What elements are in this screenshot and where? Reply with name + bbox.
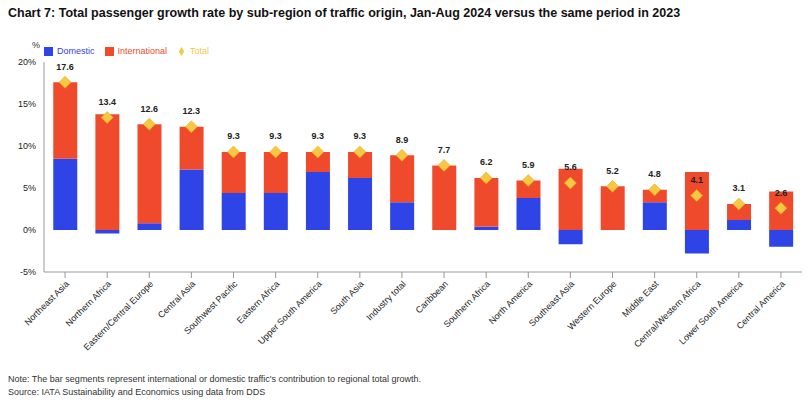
svg-text:5.6: 5.6: [564, 162, 577, 172]
svg-text:9.3: 9.3: [269, 131, 282, 141]
svg-text:9.3: 9.3: [354, 131, 367, 141]
svg-text:Central Asia: Central Asia: [156, 279, 197, 320]
svg-text:Northeast Asia: Northeast Asia: [22, 278, 71, 328]
html-text:Note: The bar segments represe: Note: The bar segments represent interna…: [8, 374, 422, 384]
svg-text:Southern Africa: Southern Africa: [442, 279, 493, 330]
svg-text:Industry total: Industry total: [364, 279, 408, 323]
html-text:Total: Total: [190, 46, 210, 56]
svg-text:13.4: 13.4: [98, 97, 116, 107]
svg-text:9.3: 9.3: [311, 131, 324, 141]
svg-text:Eastern Africa: Eastern Africa: [235, 279, 282, 326]
svg-text:5.2: 5.2: [606, 166, 619, 176]
html-text:International: International: [117, 46, 168, 56]
svg-text:Central/Western Africa: Central/Western Africa: [632, 279, 703, 350]
svg-text:6.2: 6.2: [480, 157, 493, 167]
svg-text:South Asia: South Asia: [328, 279, 365, 316]
svg-text:12.6: 12.6: [141, 104, 159, 114]
svg-text:Caribbean: Caribbean: [414, 279, 450, 315]
svg-text:4.8: 4.8: [648, 169, 661, 179]
svg-text:Southeast Asia: Southeast Asia: [526, 278, 577, 329]
svg-text:2.6: 2.6: [775, 188, 788, 198]
svg-text:Middle East: Middle East: [620, 279, 661, 320]
svg-text:10%: 10%: [18, 141, 36, 151]
svg-text:3.1: 3.1: [733, 183, 746, 193]
svg-text:Central America: Central America: [735, 279, 787, 331]
svg-text:4.1: 4.1: [690, 175, 703, 185]
svg-text:7.7: 7.7: [438, 145, 451, 155]
svg-text:17.6: 17.6: [56, 62, 74, 72]
html-text:Domestic: Domestic: [57, 46, 95, 56]
svg-text:5%: 5%: [23, 183, 36, 193]
svg-text:12.3: 12.3: [183, 106, 201, 116]
svg-text:15%: 15%: [18, 99, 36, 109]
svg-text:Northern Africa: Northern Africa: [63, 278, 114, 329]
html-text:Chart 7: Total passenger growt: Chart 7: Total passenger growth rate by …: [8, 6, 681, 20]
svg-text:0%: 0%: [23, 225, 36, 235]
svg-text:Southwest Pacific: Southwest Pacific: [182, 279, 240, 337]
svg-text:8.9: 8.9: [396, 135, 409, 145]
svg-text:Western Europe: Western Europe: [565, 279, 618, 332]
svg-text:North America: North America: [487, 279, 534, 326]
html-text:Source: IATA Sustainability an: Source: IATA Sustainability and Economic…: [8, 387, 266, 397]
svg-text:Eastern/Central Europe: Eastern/Central Europe: [82, 279, 156, 353]
svg-text:-5%: -5%: [20, 267, 36, 277]
svg-text:9.3: 9.3: [227, 131, 240, 141]
svg-text:5.9: 5.9: [522, 160, 535, 170]
svg-text:Lower South America: Lower South America: [677, 279, 745, 347]
svg-text:Upper South America: Upper South America: [256, 279, 324, 347]
svg-text:20%: 20%: [18, 57, 36, 67]
